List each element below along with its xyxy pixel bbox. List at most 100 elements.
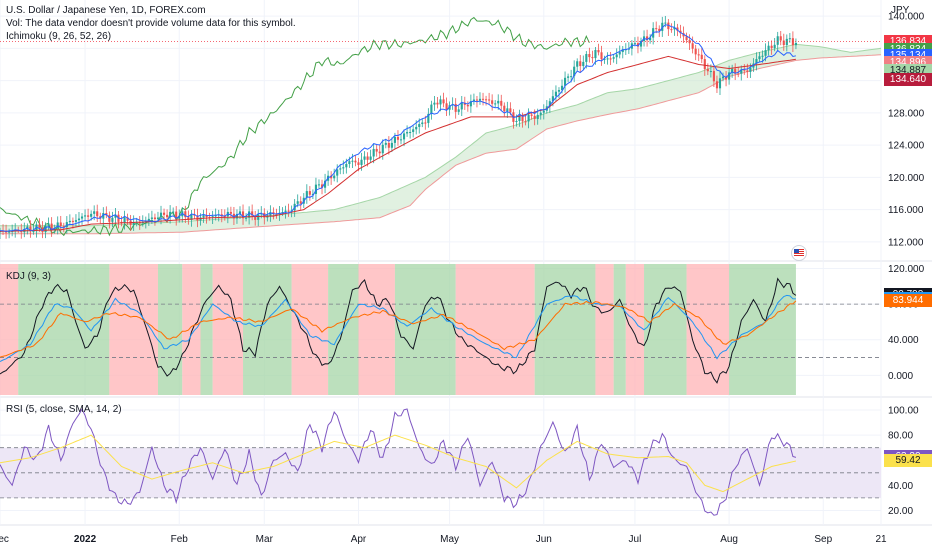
candle-body[interactable] — [448, 105, 451, 110]
candle-body[interactable] — [770, 45, 773, 49]
candle-body[interactable] — [74, 220, 78, 222]
candle-body[interactable] — [646, 36, 649, 41]
candle-body[interactable] — [548, 101, 551, 107]
candle-body[interactable] — [339, 168, 342, 170]
candle-body[interactable] — [47, 223, 50, 226]
candle-body[interactable] — [439, 99, 442, 105]
candle-body[interactable] — [166, 214, 169, 218]
candle-body[interactable] — [609, 58, 612, 60]
candle-body[interactable] — [779, 36, 782, 41]
candle-body[interactable] — [68, 220, 71, 223]
candle-body[interactable] — [636, 43, 640, 47]
candle-body[interactable] — [746, 70, 749, 72]
candle-body[interactable] — [184, 211, 187, 218]
candle-body[interactable] — [661, 22, 664, 31]
candle-body[interactable] — [597, 49, 600, 53]
candle-body[interactable] — [342, 167, 345, 169]
candle-body[interactable] — [718, 78, 722, 89]
candle-body[interactable] — [755, 59, 758, 64]
candle-body[interactable] — [573, 66, 576, 77]
candle-body[interactable] — [147, 218, 150, 221]
candle-body[interactable] — [466, 104, 469, 107]
candle-body[interactable] — [93, 211, 96, 214]
candle-body[interactable] — [536, 114, 539, 119]
candle-body[interactable] — [99, 216, 102, 219]
candle-body[interactable] — [77, 218, 81, 221]
candle-body[interactable] — [424, 122, 427, 124]
candle-body[interactable] — [570, 76, 573, 78]
candle-body[interactable] — [202, 215, 205, 218]
candle-body[interactable] — [132, 222, 135, 225]
candle-body[interactable] — [29, 226, 32, 232]
candle-body[interactable] — [156, 217, 160, 220]
candle-body[interactable] — [378, 151, 381, 154]
candle-body[interactable] — [223, 216, 226, 218]
candle-body[interactable] — [557, 90, 561, 92]
candle-body[interactable] — [503, 105, 506, 112]
candle-body[interactable] — [150, 217, 153, 219]
candle-body[interactable] — [308, 191, 311, 195]
candle-body[interactable] — [460, 102, 463, 110]
candle-body[interactable] — [600, 52, 603, 60]
candle-body[interactable] — [281, 211, 284, 213]
candle-body[interactable] — [153, 217, 156, 220]
candle-body[interactable] — [454, 103, 457, 112]
candle-body[interactable] — [56, 222, 59, 228]
candle-body[interactable] — [372, 148, 375, 157]
candle-body[interactable] — [317, 184, 321, 186]
candle-body[interactable] — [588, 54, 591, 58]
candle-body[interactable] — [120, 221, 123, 223]
candle-body[interactable] — [53, 227, 56, 231]
candle-body[interactable] — [667, 22, 670, 30]
candle-body[interactable] — [518, 115, 521, 121]
candle-body[interactable] — [524, 121, 527, 123]
candle-body[interactable] — [776, 36, 779, 45]
candle-body[interactable] — [579, 61, 582, 67]
candle-body[interactable] — [59, 222, 62, 227]
candle-body[interactable] — [469, 101, 472, 107]
candle-body[interactable] — [542, 110, 545, 113]
candle-body[interactable] — [381, 144, 384, 154]
candle-body[interactable] — [497, 100, 500, 104]
candle-body[interactable] — [621, 49, 624, 53]
candle-body[interactable] — [533, 115, 536, 119]
rsi-line-rsi[interactable] — [0, 408, 797, 516]
candle-body[interactable] — [551, 96, 554, 102]
candle-body[interactable] — [721, 76, 725, 79]
candle-body[interactable] — [734, 68, 737, 74]
candle-body[interactable] — [658, 28, 661, 31]
candle-body[interactable] — [50, 223, 53, 231]
candle-body[interactable] — [366, 156, 369, 160]
candle-body[interactable] — [409, 131, 412, 133]
candle-body[interactable] — [390, 142, 393, 148]
rsi-line-rsi_ma[interactable] — [0, 434, 797, 493]
candle-body[interactable] — [65, 222, 68, 228]
candle-body[interactable] — [655, 28, 658, 30]
candle-body[interactable] — [712, 71, 715, 82]
candle-body[interactable] — [427, 113, 430, 123]
candle-body[interactable] — [418, 124, 421, 127]
main-title[interactable]: U.S. Dollar / Japanese Yen, 1D, FOREX.co… — [6, 5, 206, 16]
candle-body[interactable] — [159, 212, 163, 218]
candle-body[interactable] — [773, 44, 776, 49]
candle-body[interactable] — [245, 217, 248, 219]
candle-body[interactable] — [360, 159, 363, 165]
candle-body[interactable] — [442, 99, 445, 104]
candle-body[interactable] — [71, 220, 74, 222]
candle-body[interactable] — [257, 214, 260, 220]
candle-body[interactable] — [743, 69, 746, 71]
candle-body[interactable] — [618, 52, 621, 55]
kdj-price-tag[interactable]: 83.944 — [884, 294, 932, 308]
candle-body[interactable] — [445, 103, 448, 110]
candle-body[interactable] — [363, 156, 366, 160]
candle-body[interactable] — [603, 58, 606, 60]
candle-body[interactable] — [612, 57, 615, 59]
candle-body[interactable] — [749, 67, 752, 72]
candle-body[interactable] — [269, 212, 272, 216]
candle-body[interactable] — [688, 40, 691, 44]
candle-body[interactable] — [211, 216, 214, 218]
candle-body[interactable] — [606, 58, 609, 60]
candle-body[interactable] — [485, 99, 488, 101]
candle-body[interactable] — [175, 211, 178, 219]
